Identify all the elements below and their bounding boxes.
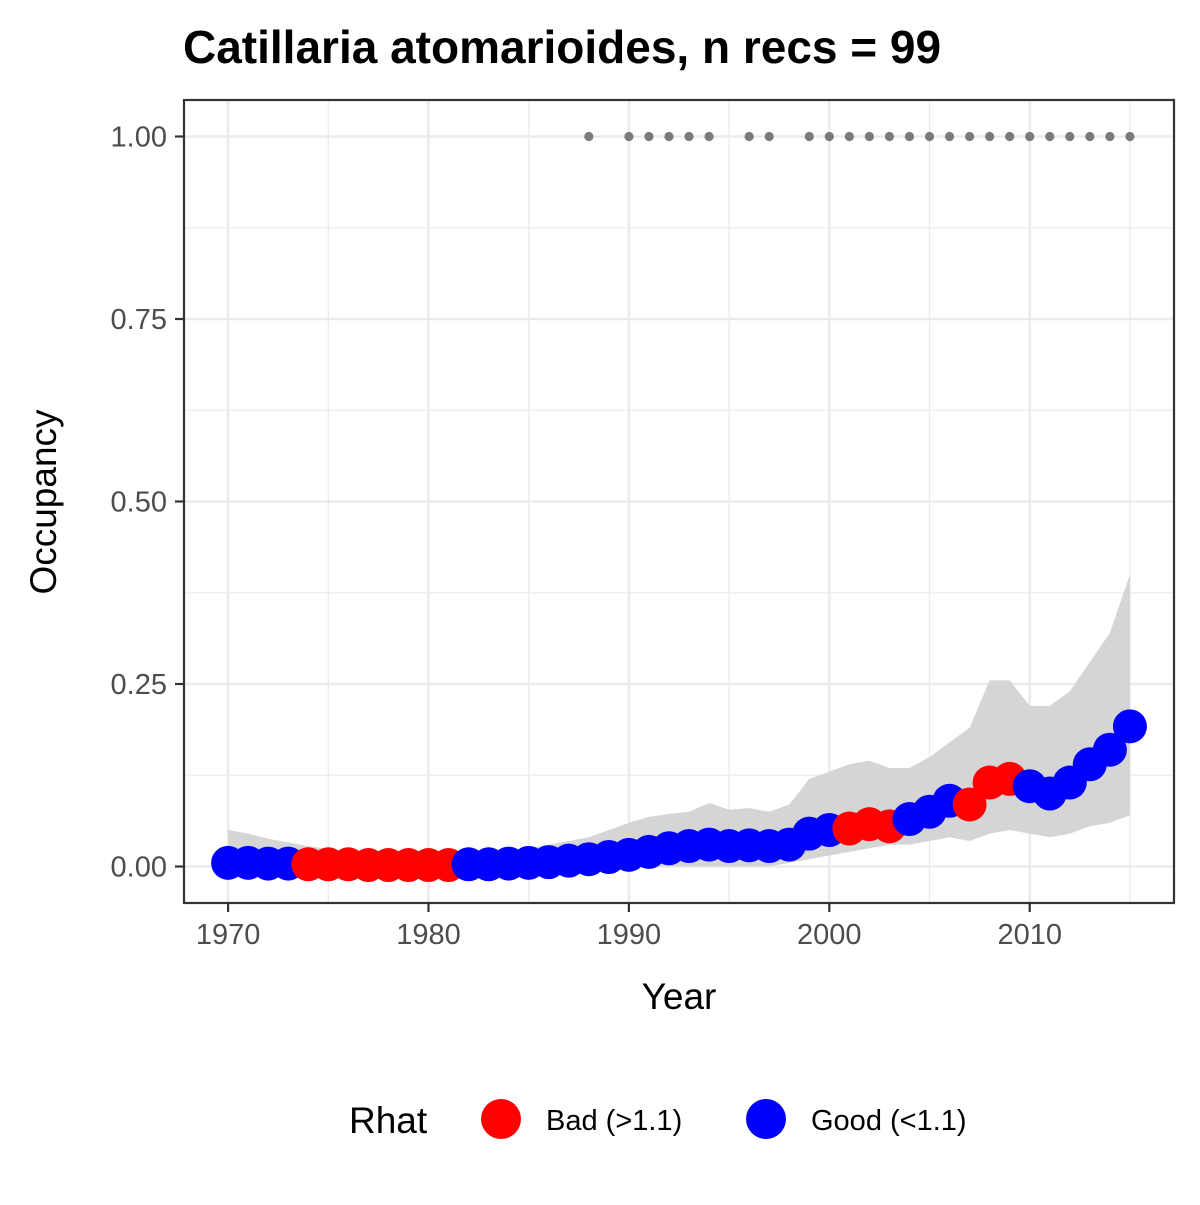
x-axis-title: Year <box>642 976 717 1017</box>
record-marker <box>684 131 694 142</box>
record-marker <box>664 131 674 142</box>
y-tick-label: 0.50 <box>111 487 167 519</box>
record-marker <box>704 131 714 142</box>
record-marker <box>824 131 834 142</box>
x-tick-label: 1980 <box>396 919 461 951</box>
legend-label-bad: Bad (>1.1) <box>546 1105 682 1137</box>
legend-swatch-good <box>746 1099 786 1139</box>
record-marker <box>1125 131 1135 142</box>
record-marker <box>764 131 774 142</box>
record-markers <box>584 131 1135 142</box>
y-tick-label: 1.00 <box>111 122 167 154</box>
x-tick-label: 2010 <box>997 919 1062 951</box>
record-marker <box>1105 131 1115 142</box>
x-axis: 1970 1980 1990 2000 2010 <box>196 903 1062 951</box>
x-tick-label: 2000 <box>797 919 862 951</box>
record-marker <box>924 131 935 142</box>
occupancy-point-bad <box>952 787 987 822</box>
record-marker <box>1005 131 1015 142</box>
occupancy-point-good <box>1092 732 1127 767</box>
legend: Rhat Bad (>1.1) Good (<1.1) <box>349 1099 967 1141</box>
y-axis: 0.00 0.25 0.50 0.75 1.00 <box>111 122 184 884</box>
record-marker <box>644 131 654 142</box>
legend-title: Rhat <box>349 1100 428 1141</box>
record-marker <box>1045 131 1055 142</box>
record-marker <box>584 131 594 142</box>
record-marker <box>864 131 874 142</box>
record-marker <box>985 131 995 142</box>
y-tick-label: 0.00 <box>111 852 167 884</box>
record-marker <box>1085 131 1095 142</box>
y-tick-label: 0.25 <box>111 669 167 701</box>
record-marker <box>1065 131 1075 142</box>
occupancy-points <box>211 709 1147 883</box>
record-marker <box>884 131 895 142</box>
record-marker <box>624 131 634 142</box>
y-tick-label: 0.75 <box>111 304 167 336</box>
confidence-ribbon-layer <box>228 574 1130 867</box>
occupancy-point-good <box>1112 709 1147 744</box>
record-marker <box>904 131 915 142</box>
y-axis-title: Occupancy <box>23 409 64 595</box>
legend-label-good: Good (<1.1) <box>811 1105 967 1137</box>
record-marker <box>1025 131 1035 142</box>
legend-swatch-bad <box>481 1099 521 1139</box>
x-tick-label: 1970 <box>196 919 261 951</box>
confidence-ribbon <box>228 574 1130 867</box>
record-marker <box>944 131 955 142</box>
record-marker <box>964 131 975 142</box>
record-marker <box>844 131 854 142</box>
record-marker <box>804 131 814 142</box>
record-marker <box>744 131 754 142</box>
x-tick-label: 1990 <box>597 919 662 951</box>
chart-title: Catillaria atomarioides, n recs = 99 <box>183 21 941 73</box>
